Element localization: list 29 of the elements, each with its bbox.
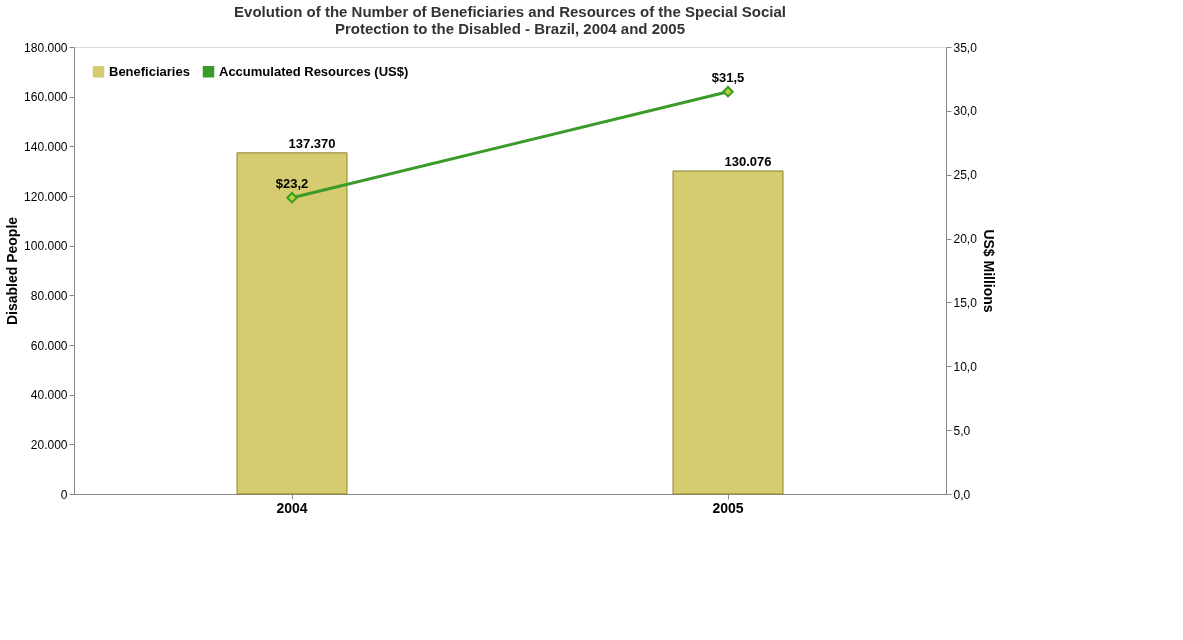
x-tick-label: 2004 [276, 499, 308, 516]
y-tick-label: 140.000 [24, 139, 68, 154]
y2-tick-label: 5,0 [953, 423, 971, 438]
y-tick-label: 60.000 [30, 338, 68, 353]
data-label: $31,5 [711, 69, 745, 85]
y-tick-label: 0 [60, 487, 68, 502]
y-tick-label: 20.000 [30, 437, 68, 452]
y-tick-label: 160.000 [24, 90, 68, 105]
y-axis-title: Disabled People [4, 216, 21, 326]
chart-title: Evolution of the Number of Beneficiaries and Resources of the Special Social Protection to the Disabled - Brazil, 2004 and 2005 [234, 3, 786, 37]
data-label: 137.370 [288, 135, 336, 151]
y-tick-label: 100.000 [24, 239, 68, 254]
y2-tick-label: 30,0 [953, 104, 978, 119]
data-label: $23,2 [275, 175, 309, 191]
legend-label: Beneficiaries [109, 63, 190, 79]
y2-tick-label: 35,0 [953, 40, 978, 55]
y2-tick-label: 15,0 [953, 295, 978, 310]
data-label: 130.076 [724, 153, 772, 169]
y2-tick-label: 25,0 [953, 168, 978, 183]
y2-axis-title: US$ Millions [980, 229, 997, 313]
y2-tick-label: 10,0 [953, 359, 978, 374]
y-tick-label: 120.000 [24, 189, 68, 204]
x-tick-label: 2005 [712, 499, 744, 516]
y2-tick-label: 0,0 [953, 487, 971, 502]
y-tick-label: 40.000 [30, 388, 68, 403]
legend-label: Accumulated Resources (US$) [219, 63, 409, 79]
y-tick-label: 180.000 [24, 40, 68, 55]
y-tick-label: 80.000 [30, 288, 68, 303]
y2-tick-label: 20,0 [953, 232, 978, 247]
